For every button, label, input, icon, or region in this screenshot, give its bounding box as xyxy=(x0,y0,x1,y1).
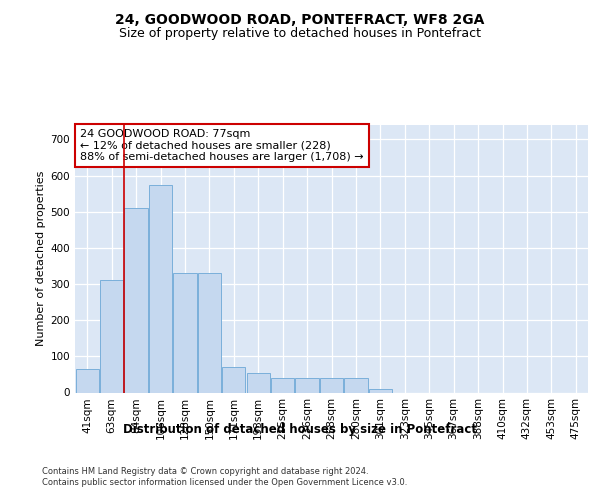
Bar xyxy=(198,273,221,392)
Bar xyxy=(76,369,99,392)
Bar xyxy=(247,372,270,392)
Bar xyxy=(295,378,319,392)
Y-axis label: Number of detached properties: Number of detached properties xyxy=(37,171,46,346)
Text: 24, GOODWOOD ROAD, PONTEFRACT, WF8 2GA: 24, GOODWOOD ROAD, PONTEFRACT, WF8 2GA xyxy=(115,12,485,26)
Text: Distribution of detached houses by size in Pontefract: Distribution of detached houses by size … xyxy=(123,422,477,436)
Bar xyxy=(344,378,368,392)
Text: Size of property relative to detached houses in Pontefract: Size of property relative to detached ho… xyxy=(119,28,481,40)
Text: 24 GOODWOOD ROAD: 77sqm
← 12% of detached houses are smaller (228)
88% of semi-d: 24 GOODWOOD ROAD: 77sqm ← 12% of detache… xyxy=(80,129,364,162)
Bar xyxy=(369,389,392,392)
Bar xyxy=(149,184,172,392)
Bar xyxy=(320,378,343,392)
Bar xyxy=(100,280,123,392)
Bar xyxy=(124,208,148,392)
Bar xyxy=(173,273,197,392)
Text: Contains HM Land Registry data © Crown copyright and database right 2024.
Contai: Contains HM Land Registry data © Crown c… xyxy=(42,468,407,487)
Bar xyxy=(271,378,294,392)
Bar xyxy=(222,367,245,392)
